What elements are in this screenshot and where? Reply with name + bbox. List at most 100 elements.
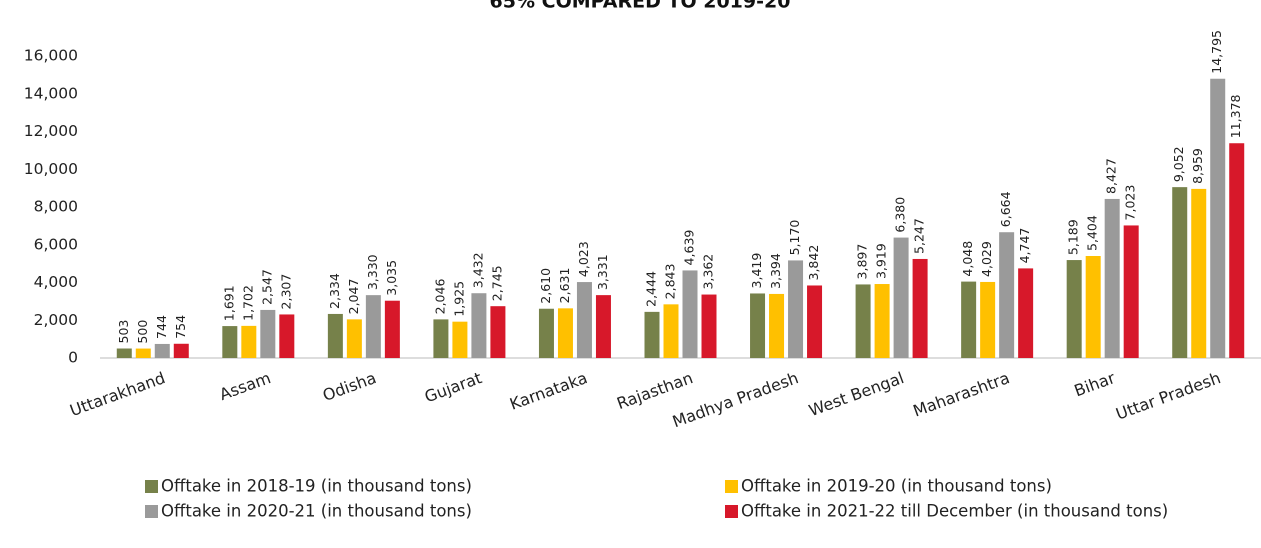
bar: [576, 282, 592, 358]
bar: [855, 284, 871, 358]
value-label: 1,925: [451, 281, 466, 317]
value-label: 2,631: [557, 268, 572, 304]
bar: [1210, 78, 1226, 358]
chart-title: 65% COMPARED TO 2019-20: [490, 0, 791, 13]
bar: [750, 293, 766, 358]
bar: [644, 311, 660, 358]
bar: [173, 343, 189, 358]
value-label: 2,046: [432, 279, 447, 315]
x-tick-label: Uttarakhand: [67, 368, 167, 420]
value-label: 6,664: [998, 191, 1013, 227]
x-tick-label: Rajasthan: [614, 368, 695, 413]
y-tick-label: 2,000: [34, 311, 78, 329]
legend-label: Offtake in 2019-20 (in thousand tons): [741, 477, 1052, 496]
value-label: 8,427: [1104, 158, 1119, 194]
x-tick-label: Maharashtra: [911, 368, 1012, 420]
value-label: 2,334: [327, 273, 342, 309]
legend-swatch: [725, 505, 738, 518]
value-label: 3,419: [749, 253, 764, 289]
legend-label: Offtake in 2018-19 (in thousand tons): [161, 477, 472, 496]
value-label: 9,052: [1171, 146, 1186, 182]
value-label: 4,048: [960, 241, 975, 277]
value-label: 3,842: [806, 245, 821, 281]
value-label: 5,404: [1085, 215, 1100, 251]
y-tick-label: 10,000: [24, 160, 78, 178]
bar: [327, 313, 343, 358]
bar: [1191, 188, 1207, 358]
value-label: 1,702: [240, 285, 255, 321]
value-label: 2,745: [489, 265, 504, 301]
legend-label: Offtake in 2020-21 (in thousand tons): [161, 502, 472, 521]
x-tick-label: Assam: [217, 368, 273, 404]
legend-swatch: [145, 505, 158, 518]
value-label: 3,330: [365, 254, 380, 290]
bar: [222, 326, 238, 358]
bar: [1229, 143, 1245, 358]
value-label: 8,959: [1190, 148, 1205, 184]
y-tick-label: 4,000: [34, 273, 78, 291]
y-tick-label: 8,000: [34, 198, 78, 216]
bar: [452, 321, 468, 358]
bar: [961, 281, 977, 358]
value-label: 3,897: [855, 244, 870, 280]
value-label: 2,307: [278, 274, 293, 310]
value-label: 2,843: [663, 264, 678, 300]
legend-swatch: [725, 480, 738, 493]
bar: [682, 270, 698, 358]
value-label: 3,432: [470, 252, 485, 288]
bar: [595, 295, 611, 358]
y-tick-label: 12,000: [24, 122, 78, 140]
bar: [538, 308, 554, 358]
bar: [471, 293, 487, 358]
bar: [135, 348, 151, 358]
bar: [279, 314, 295, 358]
bar: [1066, 260, 1082, 358]
value-label: 2,047: [346, 279, 361, 315]
bar: [999, 232, 1015, 358]
bar: [384, 300, 400, 358]
value-label: 2,610: [538, 268, 553, 304]
bar: [241, 325, 257, 358]
bar: [1172, 187, 1188, 358]
value-label: 3,394: [768, 253, 783, 289]
x-tick-label: Odisha: [320, 368, 379, 405]
value-label: 500: [135, 320, 150, 344]
value-label: 7,023: [1123, 185, 1138, 221]
value-label: 14,795: [1209, 30, 1224, 74]
bar: [490, 306, 506, 358]
value-label: 5,170: [787, 220, 802, 256]
bar: [1123, 225, 1139, 358]
bar: [701, 294, 717, 358]
bar: [260, 309, 276, 358]
bar: [874, 284, 890, 358]
bar: [788, 260, 804, 358]
value-label: 754: [173, 315, 188, 339]
x-tick-label: Bihar: [1072, 368, 1118, 400]
bar: [154, 343, 170, 358]
bar: [116, 348, 132, 358]
bar: [980, 281, 996, 358]
y-tick-label: 0: [68, 349, 78, 367]
value-label: 503: [116, 320, 131, 344]
value-label: 3,035: [384, 260, 399, 296]
bar: [769, 293, 785, 358]
x-tick-label: Karnataka: [507, 368, 590, 414]
value-label: 744: [154, 315, 169, 339]
value-label: 2,547: [259, 269, 274, 305]
legend-label: Offtake in 2021-22 till December (in tho…: [741, 502, 1168, 521]
bar: [365, 295, 381, 358]
bar: [663, 304, 679, 358]
value-label: 4,639: [682, 230, 697, 266]
value-label: 11,378: [1228, 94, 1243, 138]
bar: [557, 308, 573, 358]
value-label: 4,747: [1017, 228, 1032, 264]
value-label: 2,444: [644, 271, 659, 307]
value-label: 4,023: [576, 241, 591, 277]
bar: [1085, 255, 1101, 358]
bar: [807, 285, 823, 358]
value-label: 5,189: [1066, 219, 1081, 255]
value-label: 3,919: [874, 243, 889, 279]
x-tick-label: Uttar Pradesh: [1113, 368, 1223, 423]
x-tick-label: Gujarat: [422, 368, 484, 406]
bar: [1104, 198, 1120, 358]
